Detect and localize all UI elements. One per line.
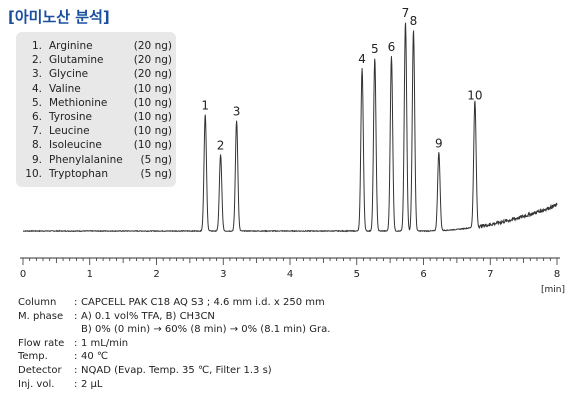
x-tick-label: 4 — [287, 269, 293, 280]
condition-label: Temp. — [18, 351, 48, 363]
legend-item: 10. Tryptophan (5 ng) — [16, 167, 176, 181]
condition-value: CAPCELL PAK C18 AQ S3 ; 4.6 mm i.d. x 25… — [81, 297, 325, 308]
legend-compound: Phenylalanine — [49, 153, 123, 166]
legend-amount: (10 ng) — [133, 125, 172, 138]
condition-colon: : — [74, 378, 78, 390]
legend-compound: Glycine — [49, 68, 89, 81]
legend-compound: Leucine — [49, 125, 90, 138]
x-tick-label: 2 — [153, 269, 159, 280]
x-tick-label: 6 — [420, 269, 426, 280]
condition-row: Temp.:40 ℃ — [18, 350, 558, 363]
peak-labels: 1 2 3 45 6 78 9 10 — [201, 6, 482, 153]
peak-label: 9 — [435, 137, 443, 151]
legend-item: 7. Leucine (10 ng) — [16, 124, 176, 138]
condition-label: M. phase — [18, 310, 64, 322]
condition-label: Inj. vol. — [18, 378, 55, 390]
x-tick-label: 7 — [487, 269, 493, 280]
legend-compound: Tryptophan — [49, 167, 109, 180]
condition-value: A) 0.1 vol% TFA, B) CH3CN — [81, 310, 215, 322]
condition-colon: : — [74, 337, 78, 349]
legend-item: 6. Tyrosine (10 ng) — [16, 110, 176, 124]
condition-value: 40 ℃ — [81, 351, 109, 363]
condition-label: Column — [18, 297, 57, 308]
compound-legend: 1. Arginine (20 ng) 2. Glutamine (20 ng) 3. Gly… — [16, 32, 176, 187]
x-axis: 0 1 2 3 4 5 6 7 8 [min] — [20, 257, 565, 295]
legend-compound: Methionine — [49, 96, 108, 109]
legend-number: 7. — [31, 125, 42, 138]
peak-label: 5 — [371, 42, 379, 56]
x-tick-label: 8 — [554, 269, 560, 280]
x-tick-label: 3 — [220, 269, 226, 280]
peak-label: 6 — [388, 40, 396, 54]
condition-colon: : — [74, 310, 78, 322]
legend-number: 2. — [31, 54, 42, 67]
legend-compound: Valine — [49, 82, 81, 95]
legend-amount: (20 ng) — [133, 54, 172, 67]
legend-item: 4. Valine (10 ng) — [16, 82, 176, 96]
condition-label: Detector — [18, 365, 62, 376]
legend-amount: (5 ng) — [140, 167, 172, 180]
legend-amount: (5 ng) — [140, 153, 172, 166]
legend-number: 1. — [31, 40, 42, 52]
legend-item: 3. Glycine (20 ng) — [16, 67, 176, 81]
legend-number: 4. — [31, 82, 42, 95]
condition-row: Inj. vol.:2 μL — [18, 378, 558, 391]
peak-label: 7 — [402, 6, 410, 20]
condition-label: Flow rate — [18, 337, 65, 349]
condition-colon: : — [74, 351, 78, 363]
legend-amount: (10 ng) — [133, 82, 172, 95]
legend-amount: (20 ng) — [133, 68, 172, 81]
condition-row: Flow rate:1 mL/min — [18, 337, 558, 350]
condition-value: NQAD (Evap. Temp. 35 ℃, Filter 1.3 s) — [81, 365, 272, 376]
legend-amount: (10 ng) — [133, 139, 172, 152]
legend-compound: Glutamine — [49, 54, 104, 67]
legend-item: 8. Isoleucine (10 ng) — [16, 138, 176, 152]
condition-colon: : — [74, 365, 78, 376]
peak-label: 1 — [201, 98, 209, 112]
condition-value: 2 μL — [81, 378, 103, 390]
x-tick-label: 5 — [354, 269, 360, 280]
legend-amount: (20 ng) — [133, 40, 172, 52]
legend-compound: Tyrosine — [49, 111, 93, 123]
peak-label: 8 — [410, 14, 418, 28]
legend-amount: (10 ng) — [133, 111, 172, 123]
x-tick-label: 0 — [20, 269, 26, 280]
peak-label: 4 — [358, 52, 366, 66]
legend-compound: Arginine — [49, 40, 93, 52]
condition-colon: : — [74, 297, 78, 308]
legend-number: 5. — [31, 96, 42, 109]
legend-compound: Isoleucine — [49, 139, 102, 152]
legend-item: 9. Phenylalanine (5 ng) — [16, 153, 176, 167]
condition-row: M. phase: A) 0.1 vol% TFA, B) CH3CN — [18, 310, 558, 323]
condition-row: B) 0% (0 min) → 60% (8 min) → 0% (8.1 mi… — [18, 323, 558, 336]
legend-number: 6. — [31, 111, 42, 123]
condition-value: B) 0% (0 min) → 60% (8 min) → 0% (8.1 mi… — [81, 324, 331, 336]
legend-number: 9. — [31, 153, 42, 166]
condition-row: Detector: NQAD (Evap. Temp. 35 ℃, Filter … — [18, 364, 558, 377]
legend-number: 8. — [31, 139, 42, 152]
x-axis-label: [min] — [541, 285, 565, 295]
peak-label: 2 — [217, 139, 225, 153]
peak-label: 10 — [467, 88, 482, 102]
condition-row: Column: CAPCELL PAK C18 AQ S3 ; 4.6 mm i.… — [18, 296, 558, 309]
chromatogram-trace — [22, 22, 558, 233]
legend-amount: (10 ng) — [133, 96, 172, 109]
x-tick-label: 1 — [87, 269, 93, 280]
legend-item: 5. Methionine (10 ng) — [16, 96, 176, 110]
condition-value: 1 mL/min — [81, 337, 129, 349]
figure-title: [아미노산 분석] — [8, 8, 110, 26]
legend-item: 2. Glutamine (20 ng) — [16, 53, 176, 67]
legend-number: 10. — [25, 167, 42, 180]
legend-item: 1. Arginine (20 ng) — [16, 39, 176, 53]
legend-number: 3. — [31, 68, 42, 81]
peak-label: 3 — [233, 104, 241, 118]
